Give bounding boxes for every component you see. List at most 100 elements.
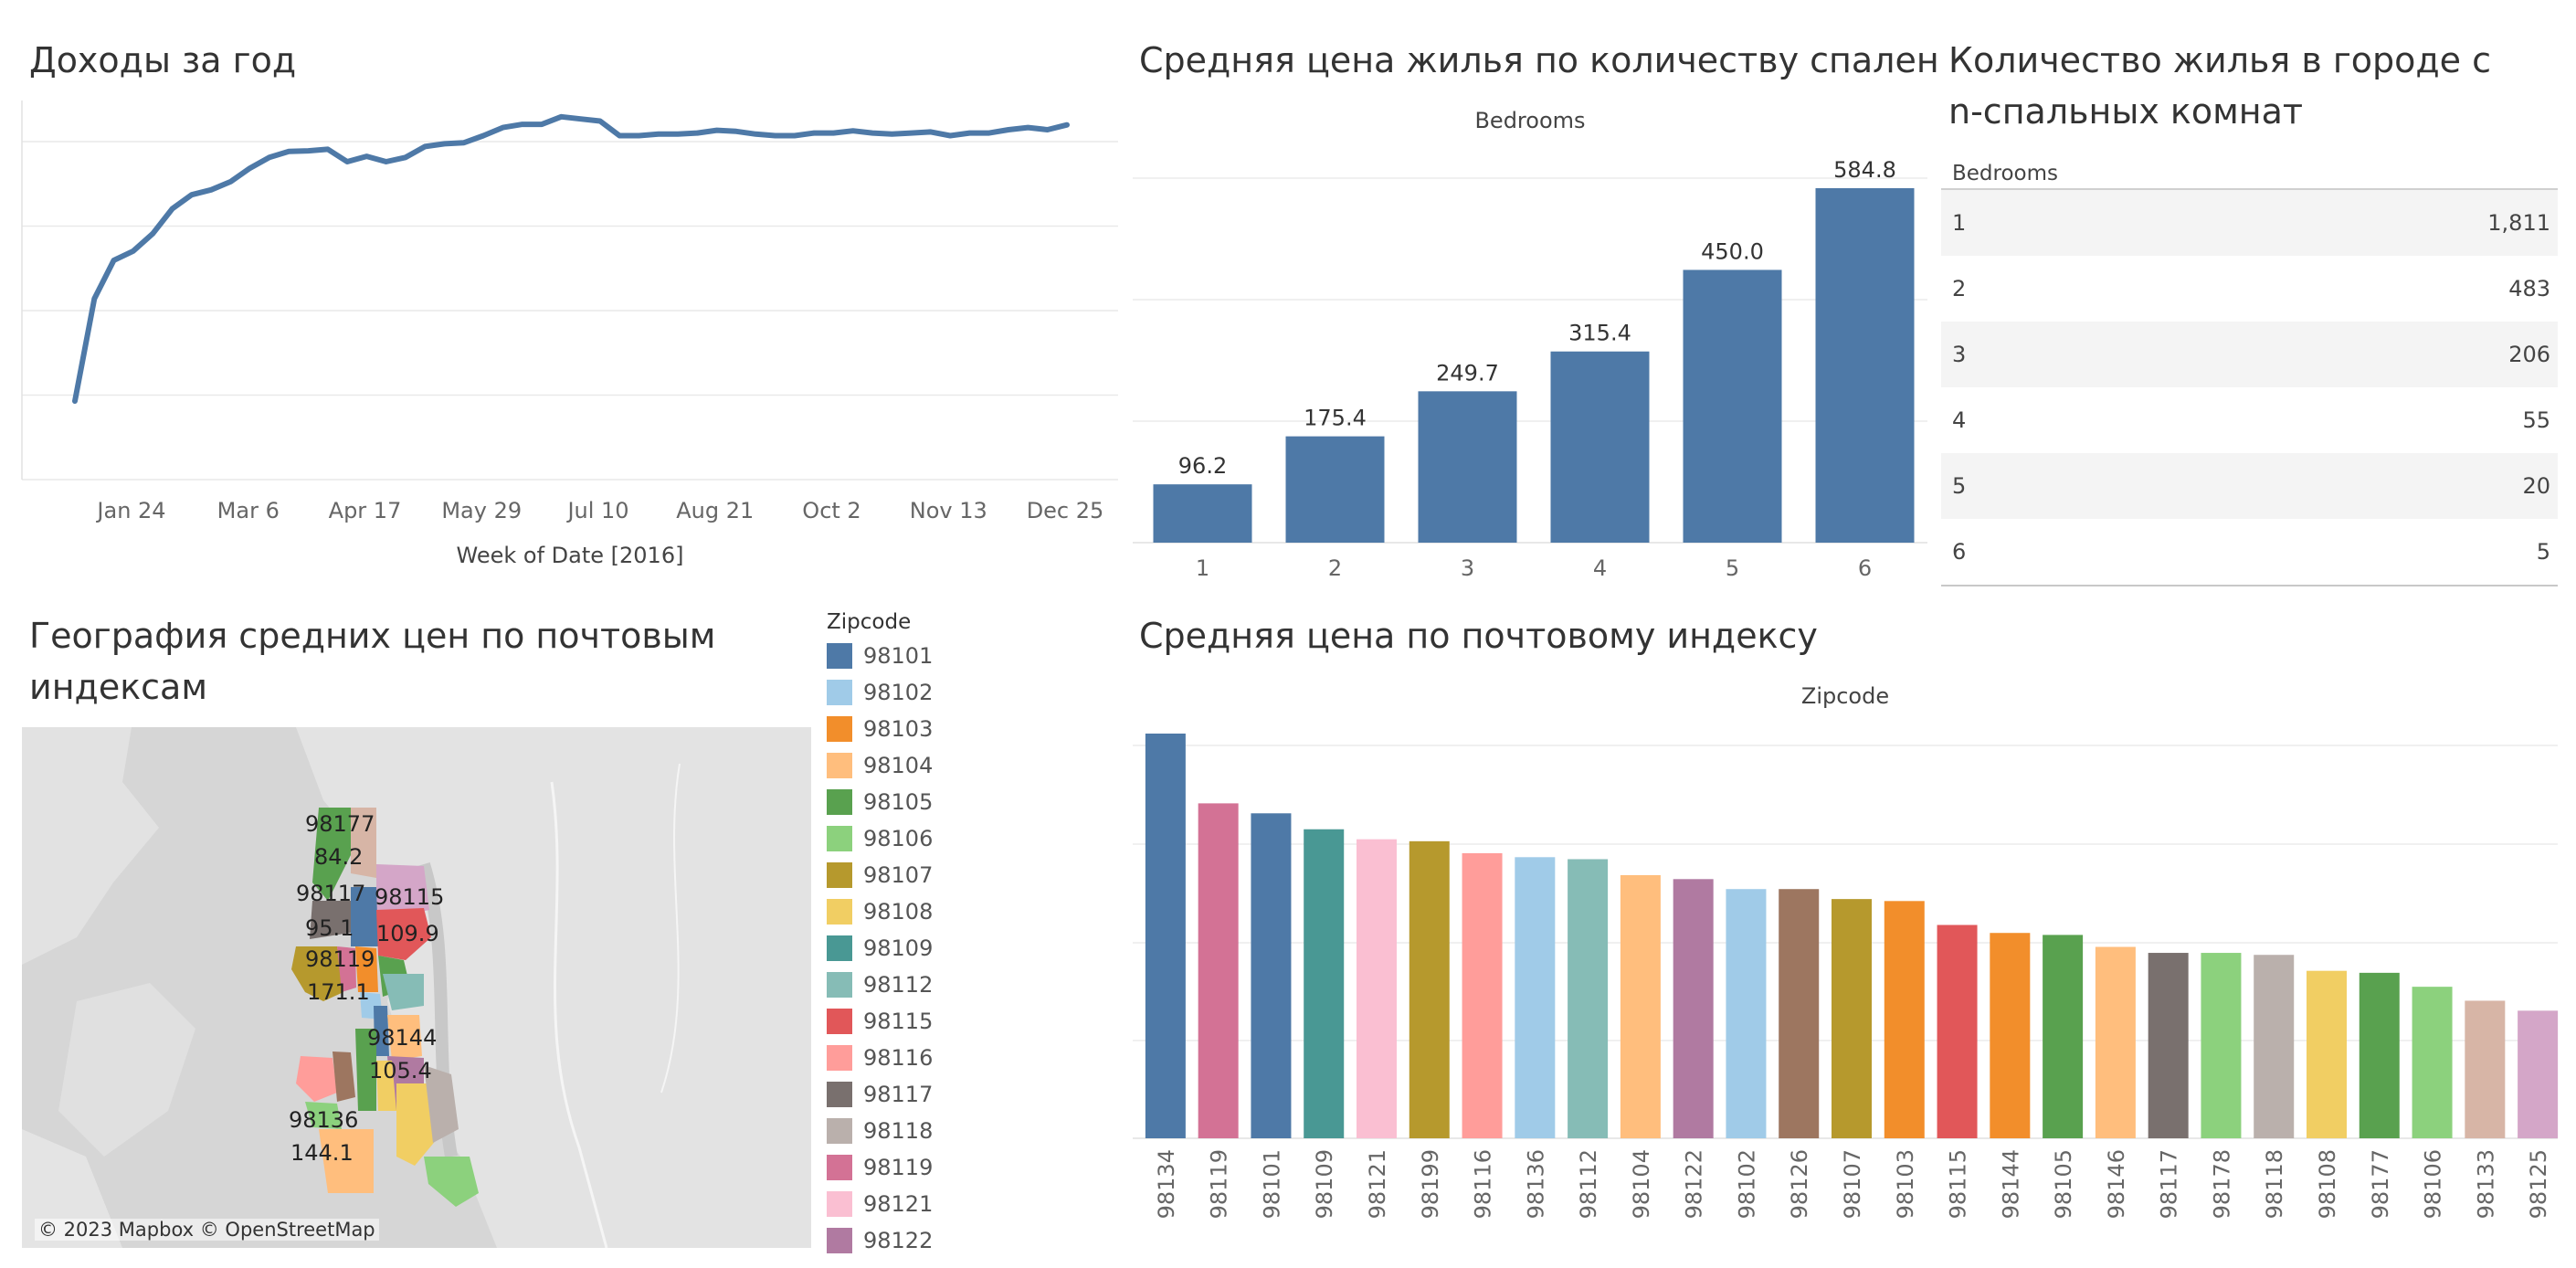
legend-label: 98104 [863,753,934,778]
map-copyright: © 2023 Mapbox © OpenStreetMap [35,1219,379,1241]
legend-item-98106[interactable]: 98106 [827,820,933,857]
legend-label: 98122 [863,1228,934,1253]
zip-bar-98112[interactable] [1568,859,1609,1138]
zip-bar-98144[interactable] [1990,933,2031,1138]
region-98119[interactable] [337,946,356,992]
region-98109[interactable] [355,946,378,992]
legend-swatch [827,1191,852,1217]
bedrooms-cell: 3 [1952,342,1967,367]
zip-bar-98101[interactable] [1251,813,1292,1138]
zip-tick-label: 98109 [1312,1149,1337,1219]
region-98126[interactable] [333,1051,355,1102]
region-98118[interactable] [396,1083,438,1166]
region-98199[interactable] [291,946,343,1001]
bedroom-bar-5[interactable] [1683,269,1782,543]
zip-tick-label: 98115 [1946,1149,1971,1219]
zip-bar-98115[interactable] [1937,925,1978,1138]
zip-bar-98134[interactable] [1145,734,1186,1138]
zip-bar-98121[interactable] [1357,839,1397,1138]
zip-bar-98117[interactable] [2148,953,2189,1138]
legend-item-98105[interactable]: 98105 [827,784,933,820]
legend-label: 98109 [863,935,934,961]
region-98178[interactable] [424,1065,459,1143]
zip-tick-label: 98146 [2104,1149,2129,1219]
zip-bar-98104[interactable] [1620,874,1661,1138]
zip-bar-98178[interactable] [2201,953,2242,1138]
legend-swatch [827,1009,852,1034]
bedroom-bar-4[interactable] [1550,351,1650,543]
legend-swatch [827,716,852,742]
region-98117[interactable] [310,901,351,939]
zip-bar-98122[interactable] [1673,879,1714,1138]
map-value-label: 109.9 [376,921,439,946]
legend-item-98108[interactable]: 98108 [827,893,933,930]
region-98146[interactable] [319,1129,374,1193]
legend-item-98101[interactable]: 98101 [827,638,933,674]
zip-bar-98118[interactable] [2254,955,2295,1138]
zip-bar-98177[interactable] [2359,972,2400,1138]
zip-bar-98199[interactable] [1409,840,1450,1138]
region-98133[interactable] [351,808,376,878]
x-tick-label: Nov 13 [910,498,987,523]
legend-item-98117[interactable]: 98117 [827,1076,933,1113]
legend-item-98103[interactable]: 98103 [827,711,933,747]
bedroom-tick-label: 2 [1328,555,1342,581]
region-98103[interactable] [351,887,378,946]
zip-bar-98107[interactable] [1832,899,1872,1138]
income-line[interactable] [72,113,1070,404]
zip-bar-98106[interactable] [2412,987,2453,1138]
zip-bar-98109[interactable] [1304,829,1345,1138]
legend-item-98116[interactable]: 98116 [827,1040,933,1076]
legend-label: 98121 [863,1191,934,1217]
legend-label: 98107 [863,862,934,888]
x-tick-label: Jul 10 [565,498,628,523]
bedrooms-cell: 1 [1952,210,1967,236]
region-98115[interactable] [376,908,431,960]
zip-bar-98133[interactable] [2465,1000,2506,1138]
region-98112[interactable] [383,974,424,1010]
zip-bar-98119[interactable] [1198,803,1239,1138]
legend-item-98121[interactable]: 98121 [827,1186,933,1222]
zipcode-map[interactable]: 98177 84.2 98117 98115 95.1 109.9 98119 171.1 98… [22,727,811,1248]
bedroom-bar-3[interactable] [1418,391,1517,543]
region-98168[interactable] [424,1157,479,1207]
legend-item-98102[interactable]: 98102 [827,674,933,711]
map-land-west [22,727,159,965]
legend-item-98112[interactable]: 98112 [827,967,933,1003]
zip-bar-98105[interactable] [2043,935,2084,1138]
legend-item-98109[interactable]: 98109 [827,930,933,967]
region-98108[interactable] [376,1061,396,1111]
legend-item-98104[interactable]: 98104 [827,747,933,784]
zip-bar-98102[interactable] [1726,889,1767,1138]
map-value-label: 98177 [305,811,375,837]
legend-item-98118[interactable]: 98118 [827,1113,933,1149]
zip-tick-label: 98121 [1365,1149,1390,1219]
region-98116[interactable] [296,1056,337,1102]
legend-item-98107[interactable]: 98107 [827,857,933,893]
map-value-label: 98144 [367,1025,438,1051]
bedroom-bar-6[interactable] [1815,188,1915,543]
legend-item-98122[interactable]: 98122 [827,1222,933,1259]
region-98101[interactable] [374,1006,389,1056]
zip-tick-label: 98126 [1787,1149,1812,1219]
zip-bar-98146[interactable] [2095,946,2136,1138]
legend-item-98119[interactable]: 98119 [827,1149,933,1186]
map-value-label: 98136 [289,1107,359,1133]
region-98125[interactable] [376,864,429,919]
zip-bar-98125[interactable] [2518,1010,2559,1138]
bedroom-bar-1[interactable] [1153,484,1252,543]
zip-bar-98136[interactable] [1515,857,1556,1138]
region-98106[interactable] [355,1029,376,1111]
zip-price-title: Средняя цена по почтовому индексу [1139,616,1818,656]
region-98177[interactable] [312,808,351,901]
bar-data-label: 315.4 [1568,321,1631,346]
zip-tick-label: 98101 [1259,1149,1284,1219]
region-98122[interactable] [387,1015,422,1061]
legend-item-98115[interactable]: 98115 [827,1003,933,1040]
region-98136[interactable] [305,1102,342,1129]
zip-bar-98108[interactable] [2307,970,2347,1138]
zip-bar-98116[interactable] [1462,852,1503,1138]
zip-bar-98103[interactable] [1884,901,1925,1138]
bedroom-bar-2[interactable] [1285,436,1385,543]
zip-bar-98126[interactable] [1779,889,1820,1138]
